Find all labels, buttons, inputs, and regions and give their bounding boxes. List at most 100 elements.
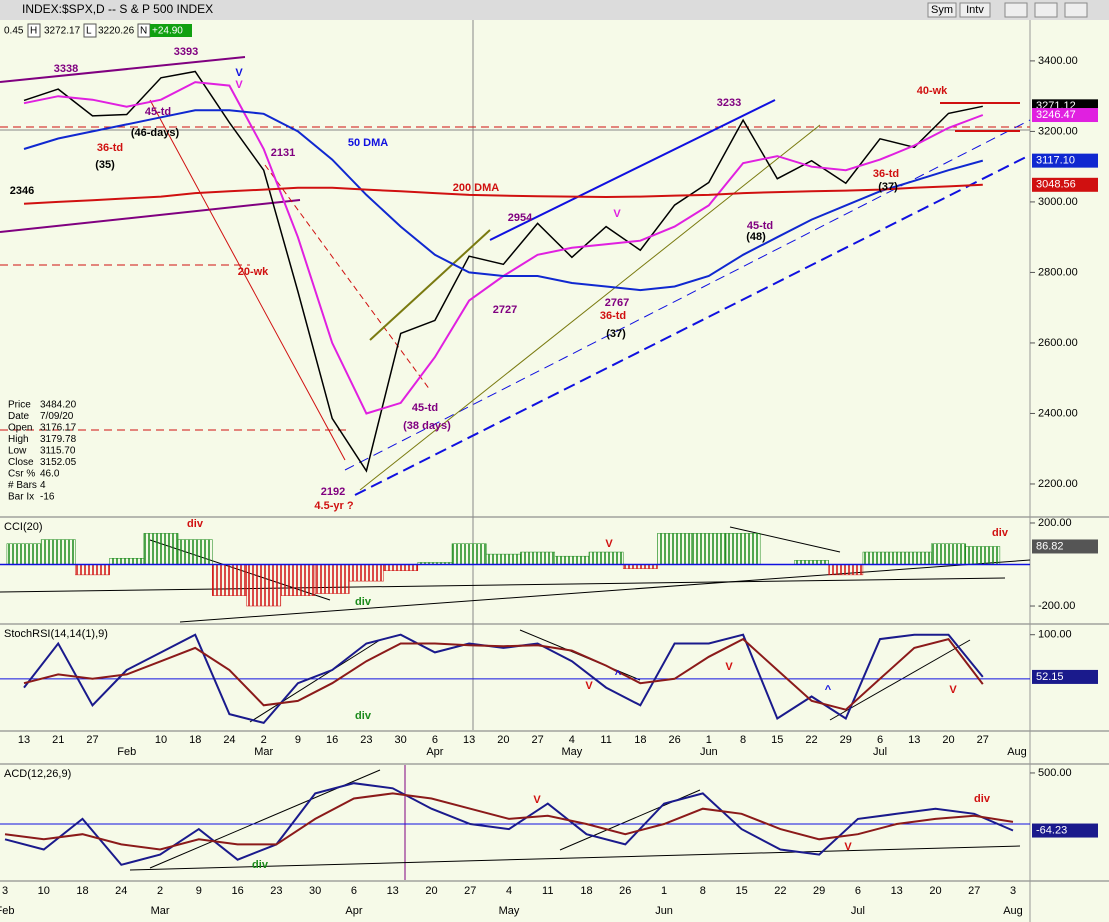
annotation: V xyxy=(585,680,593,692)
cci-bar xyxy=(588,551,624,565)
header-field: H xyxy=(30,26,37,37)
sym-button-label[interactable]: Sym xyxy=(931,4,953,16)
annotation: div xyxy=(992,527,1009,539)
annotation: 2192 xyxy=(321,486,345,498)
x-month-label: Jul xyxy=(873,746,887,758)
sym-button[interactable] xyxy=(927,2,957,18)
cci-bar xyxy=(314,564,350,594)
x-month-label: Jul xyxy=(851,905,865,917)
data-box-label: Low xyxy=(8,446,27,457)
y-tick-label: 2600.00 xyxy=(1038,337,1078,349)
annotation: (37) xyxy=(606,328,626,340)
maximize-button[interactable] xyxy=(1034,2,1058,18)
header-field: 3220.26 xyxy=(98,26,135,37)
x-tick-label: 30 xyxy=(309,885,321,897)
x-month-label: Mar xyxy=(254,746,273,758)
cci-bar xyxy=(828,564,864,576)
intv-button[interactable] xyxy=(959,2,991,18)
x-tick-label: 13 xyxy=(908,734,920,746)
last-value-box xyxy=(1032,539,1098,554)
x-tick-label: 3 xyxy=(2,885,8,897)
x-tick-label: 27 xyxy=(977,734,989,746)
annotation: (37) xyxy=(878,181,898,193)
data-box-label: Csr % xyxy=(8,469,35,480)
annotation: 2131 xyxy=(271,147,295,159)
data-box-value: 3179.78 xyxy=(40,434,77,445)
annotation: V xyxy=(844,841,852,853)
x-tick-label: 18 xyxy=(189,734,201,746)
data-box-value: 46.0 xyxy=(40,469,60,480)
annotation: div xyxy=(355,596,372,608)
annotation: 45-td xyxy=(412,402,438,414)
close-button[interactable] xyxy=(1064,2,1088,18)
cci-bar xyxy=(520,551,555,565)
cci-bar xyxy=(554,555,590,565)
chart-layer: 0.45 H 3272.17 L 3220.26 N +24.90 Price 3484.20 D… xyxy=(0,23,1098,917)
annotation: 2346 xyxy=(10,185,34,197)
cci-bar xyxy=(486,553,521,565)
x-tick-label: 24 xyxy=(223,734,235,746)
trend-line xyxy=(729,526,841,553)
cci-bar xyxy=(280,564,316,596)
data-box-value: 3115.70 xyxy=(40,446,76,457)
y-tick-label: 100.00 xyxy=(1038,629,1072,641)
annotation: 200 DMA xyxy=(453,182,500,194)
trend-line xyxy=(149,99,346,461)
series-line xyxy=(4,792,1014,851)
trend-line xyxy=(179,559,1031,623)
cci-bar xyxy=(862,551,898,565)
x-month-label: Feb xyxy=(0,905,14,917)
field-box xyxy=(27,23,41,38)
y-tick-label: 2800.00 xyxy=(1038,266,1078,278)
x-month-label: Aug xyxy=(1003,905,1023,917)
data-box-value: 4 xyxy=(40,480,46,491)
x-month-label: May xyxy=(561,746,582,758)
cci-bar xyxy=(657,533,692,565)
header-field: 3272.17 xyxy=(44,26,81,37)
cci-bar xyxy=(40,539,76,565)
last-value-label: -64.23 xyxy=(1036,824,1067,836)
x-tick-label: 16 xyxy=(231,885,243,897)
data-box-value: 3484.20 xyxy=(40,400,77,411)
field-box xyxy=(83,23,97,38)
data-box-label: # Bars xyxy=(8,480,37,491)
x-tick-label: 26 xyxy=(668,734,680,746)
data-box-label: Price xyxy=(8,400,31,411)
annotation: 50 DMA xyxy=(348,137,388,149)
cci-bar xyxy=(896,551,932,565)
panel-title: CCI(20) xyxy=(4,521,43,533)
cci-bar xyxy=(177,539,213,565)
x-tick-label: 6 xyxy=(877,734,883,746)
x-tick-label: 23 xyxy=(270,885,282,897)
x-tick-label: 11 xyxy=(600,734,611,746)
data-box-value: 3152.05 xyxy=(40,457,77,468)
cci-bar xyxy=(75,564,110,576)
annotation: div xyxy=(187,518,204,530)
x-tick-label: 18 xyxy=(580,885,592,897)
annotation: V xyxy=(533,794,541,806)
x-tick-label: 13 xyxy=(387,885,399,897)
annotation: V xyxy=(235,67,243,79)
annotation: 2727 xyxy=(493,304,517,316)
x-tick-label: 20 xyxy=(942,734,954,746)
trend-line xyxy=(0,577,1006,593)
x-tick-label: 22 xyxy=(805,734,817,746)
last-value-label: 3246.47 xyxy=(1036,109,1076,121)
intv-button-label[interactable]: Intv xyxy=(966,4,984,16)
trend-line xyxy=(489,99,776,241)
x-month-label: Feb xyxy=(117,746,136,758)
x-month-label: Apr xyxy=(426,746,443,758)
minimize-button[interactable] xyxy=(1004,2,1028,18)
cci-bar xyxy=(691,533,727,565)
trend-line xyxy=(129,845,1021,871)
annotation: V xyxy=(949,684,957,696)
header-field: L xyxy=(86,26,92,37)
x-tick-label: 26 xyxy=(619,885,631,897)
x-tick-label: 23 xyxy=(360,734,372,746)
last-value-label: 86.82 xyxy=(1036,540,1064,552)
header-field: N xyxy=(140,26,147,37)
trend-line xyxy=(829,639,971,721)
x-tick-label: 8 xyxy=(740,734,746,746)
x-tick-label: 4 xyxy=(506,885,512,897)
series-line xyxy=(23,637,984,711)
